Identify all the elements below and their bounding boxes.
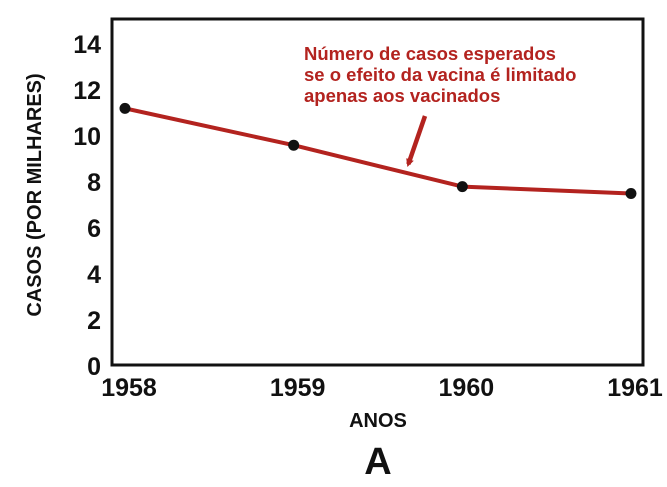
data-point: [119, 102, 131, 114]
series-line: [123, 106, 633, 196]
y-tick-label: 12: [73, 77, 101, 105]
annotation: Número de casos esperados se o efeito da…: [304, 43, 576, 168]
data-point: [288, 139, 300, 151]
x-tick-label: 1958: [101, 374, 157, 402]
y-tick-label: 6: [87, 215, 101, 243]
y-tick-label: 2: [87, 307, 101, 335]
panel-label: A: [364, 441, 391, 483]
y-axis-ticks: 0 2 4 6 8 10 12 14: [73, 31, 101, 381]
y-tick-label: 10: [73, 123, 101, 151]
annotation-line-3: apenas aos vacinados: [304, 85, 500, 106]
y-tick-label: 4: [87, 261, 101, 289]
data-point: [456, 181, 468, 193]
annotation-line-1: Número de casos esperados: [304, 43, 556, 64]
x-axis-title: ANOS: [349, 410, 407, 432]
annotation-arrow: [406, 115, 428, 168]
plot-area-frame: [110, 17, 645, 367]
y-tick-label: 8: [87, 169, 101, 197]
x-tick-label: 1961: [607, 374, 663, 402]
y-tick-label: 14: [73, 31, 101, 59]
x-axis-ticks: 1958 1959 1960 1961: [101, 374, 663, 402]
y-tick-label: 0: [87, 353, 101, 381]
x-tick-label: 1960: [439, 374, 495, 402]
data-point: [625, 188, 637, 199]
y-axis-title: CASOS (POR MILHARES): [24, 73, 46, 316]
annotation-line-2: se o efeito da vacina é limitado: [304, 64, 576, 85]
x-tick-label: 1959: [270, 374, 326, 402]
series-layer: [119, 102, 637, 199]
